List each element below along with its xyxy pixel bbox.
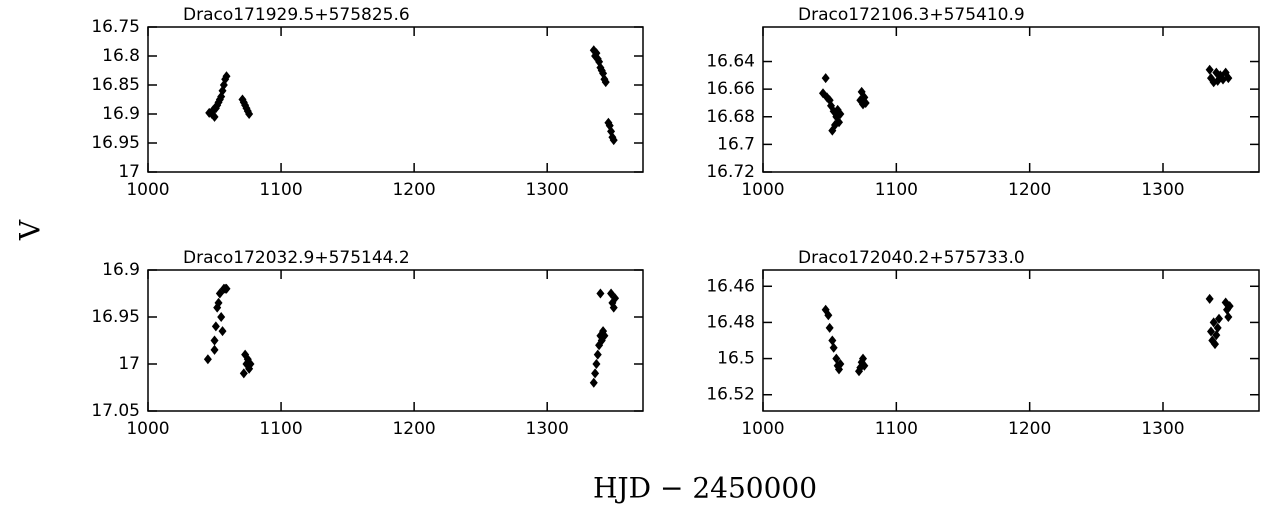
data-point bbox=[239, 368, 248, 379]
x-tick-label: 1100 bbox=[259, 180, 302, 200]
y-tick-label: 16.7 bbox=[717, 134, 755, 154]
data-point bbox=[609, 302, 618, 313]
data-point bbox=[1211, 339, 1219, 350]
y-tick-label: 16.9 bbox=[102, 260, 140, 280]
data-point bbox=[836, 109, 845, 119]
x-tick-label: 1200 bbox=[1008, 180, 1051, 200]
data-point bbox=[1225, 301, 1234, 312]
x-tick-label: 1300 bbox=[526, 180, 569, 200]
data-point bbox=[611, 293, 620, 304]
y-tick-label: 16.95 bbox=[91, 133, 140, 153]
data-point bbox=[591, 368, 600, 379]
data-point bbox=[824, 310, 833, 321]
data-point bbox=[609, 135, 618, 146]
x-tick-label: 1300 bbox=[1141, 419, 1184, 439]
data-point bbox=[211, 321, 220, 332]
data-point bbox=[605, 120, 614, 131]
y-tick-label: 16.48 bbox=[706, 312, 755, 332]
x-tick-label: 1300 bbox=[1141, 180, 1184, 200]
data-point bbox=[601, 77, 610, 88]
data-point bbox=[825, 322, 834, 333]
x-tick-label: 1100 bbox=[875, 180, 918, 200]
data-point bbox=[214, 297, 223, 308]
y-tick-label: 16.85 bbox=[91, 75, 140, 95]
data-point bbox=[1224, 73, 1233, 84]
x-axis-label: HJD − 2450000 bbox=[593, 472, 817, 505]
data-point bbox=[1207, 326, 1215, 337]
y-tick-label: 16.75 bbox=[91, 17, 140, 37]
data-point bbox=[246, 359, 255, 369]
y-tick-label: 16.95 bbox=[91, 307, 140, 327]
data-point bbox=[203, 354, 212, 365]
x-tick-label: 1100 bbox=[259, 419, 302, 439]
plot-frame bbox=[762, 26, 1260, 173]
data-point bbox=[217, 312, 226, 322]
y-tick-label: 17 bbox=[118, 162, 140, 182]
data-point bbox=[600, 330, 609, 341]
y-tick-label: 16.64 bbox=[706, 52, 755, 72]
x-tick-label: 1200 bbox=[392, 180, 435, 200]
data-point bbox=[245, 109, 254, 119]
data-point bbox=[1224, 312, 1233, 322]
y-axis-label: V bbox=[14, 219, 47, 241]
x-tick-label: 1000 bbox=[126, 419, 169, 439]
x-tick-label: 1200 bbox=[1008, 419, 1051, 439]
data-point bbox=[821, 73, 830, 84]
data-point bbox=[218, 326, 227, 337]
data-point bbox=[828, 335, 837, 346]
y-tick-label: 16.52 bbox=[706, 385, 755, 405]
data-point bbox=[861, 97, 870, 108]
plot-frame bbox=[147, 26, 644, 173]
data-point bbox=[836, 359, 845, 369]
data-point bbox=[860, 360, 869, 371]
data-point bbox=[210, 335, 219, 346]
y-tick-label: 17.05 bbox=[91, 401, 140, 421]
y-tick-label: 16.46 bbox=[706, 276, 755, 296]
data-point bbox=[832, 353, 841, 364]
data-point bbox=[222, 283, 231, 294]
data-point bbox=[222, 71, 231, 82]
y-tick-label: 16.72 bbox=[706, 162, 755, 182]
data-point bbox=[592, 359, 601, 369]
x-tick-label: 1000 bbox=[126, 180, 169, 200]
x-tick-label: 1000 bbox=[741, 419, 784, 439]
data-point bbox=[1219, 74, 1227, 85]
data-point bbox=[589, 377, 598, 388]
panel-title: Draco172040.2+575733.0 bbox=[798, 248, 1025, 268]
data-point bbox=[595, 56, 604, 67]
panel-title: Draco172106.3+575410.9 bbox=[798, 5, 1025, 25]
data-point bbox=[210, 111, 219, 122]
x-tick-label: 1200 bbox=[392, 419, 435, 439]
data-point bbox=[1212, 330, 1221, 341]
data-point bbox=[829, 342, 838, 353]
data-point bbox=[1213, 322, 1222, 333]
data-point bbox=[1205, 64, 1214, 75]
y-tick-label: 17 bbox=[118, 354, 140, 374]
y-tick-label: 16.9 bbox=[102, 104, 140, 124]
y-tick-label: 16.66 bbox=[706, 79, 755, 99]
panel-title: Draco172032.9+575144.2 bbox=[183, 248, 410, 268]
panel-title: Draco171929.5+575825.6 bbox=[183, 5, 410, 25]
x-tick-label: 1300 bbox=[526, 419, 569, 439]
y-tick-label: 16.68 bbox=[706, 107, 755, 127]
x-tick-label: 1000 bbox=[741, 180, 784, 200]
data-point bbox=[859, 353, 867, 364]
x-tick-label: 1100 bbox=[875, 419, 918, 439]
data-point bbox=[1205, 293, 1214, 304]
plot-frame bbox=[762, 269, 1260, 412]
data-point bbox=[1209, 317, 1218, 328]
data-point bbox=[210, 344, 219, 355]
y-tick-label: 16.5 bbox=[717, 349, 755, 369]
data-point bbox=[835, 117, 843, 128]
data-point bbox=[596, 288, 605, 299]
y-tick-label: 16.8 bbox=[102, 46, 140, 66]
plot-frame bbox=[147, 269, 644, 412]
data-point bbox=[593, 349, 602, 360]
data-point bbox=[1215, 313, 1223, 324]
